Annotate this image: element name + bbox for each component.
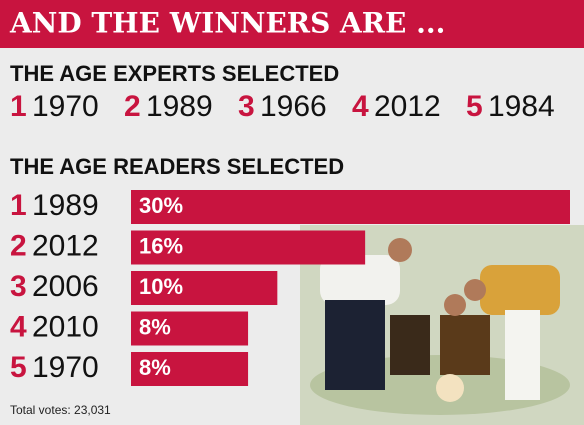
expert-rank: 5 — [466, 90, 483, 123]
expert-year: 1984 — [488, 90, 555, 123]
category-label: 2012 — [32, 229, 99, 262]
category-label: 2010 — [32, 310, 99, 343]
expert-year: 1970 — [32, 90, 99, 123]
reader-rank: 1 — [10, 189, 27, 222]
bar — [131, 311, 249, 346]
reader-rank: 4 — [10, 310, 27, 343]
expert-rank: 3 — [238, 90, 255, 123]
value-label: 30% — [139, 193, 183, 218]
category-label: 1970 — [32, 351, 99, 384]
bar — [131, 230, 366, 265]
page-title: AND THE WINNERS ARE ... — [9, 7, 445, 40]
reader-rank: 2 — [10, 229, 27, 262]
expert-rank: 4 — [352, 90, 369, 123]
experts-heading: THE AGE EXPERTS SELECTED — [10, 61, 339, 86]
reader-rank: 3 — [10, 270, 27, 303]
header-band — [0, 0, 584, 48]
readers-heading: THE AGE READERS SELECTED — [10, 154, 344, 179]
value-label: 16% — [139, 233, 183, 258]
expert-year: 2012 — [374, 90, 441, 123]
bar — [131, 190, 570, 224]
bar — [131, 352, 249, 386]
category-label: 1989 — [32, 189, 99, 222]
category-label: 2006 — [32, 270, 99, 303]
expert-rank: 2 — [124, 90, 141, 123]
footer: Total votes: 23,031 — [10, 403, 111, 417]
bar — [131, 271, 278, 305]
expert-rank: 1 — [10, 90, 27, 123]
expert-year: 1966 — [260, 90, 327, 123]
value-label: 10% — [139, 274, 183, 299]
value-label: 8% — [139, 355, 171, 380]
reader-rank: 5 — [10, 351, 27, 384]
value-label: 8% — [139, 314, 171, 339]
expert-year: 1989 — [146, 90, 213, 123]
